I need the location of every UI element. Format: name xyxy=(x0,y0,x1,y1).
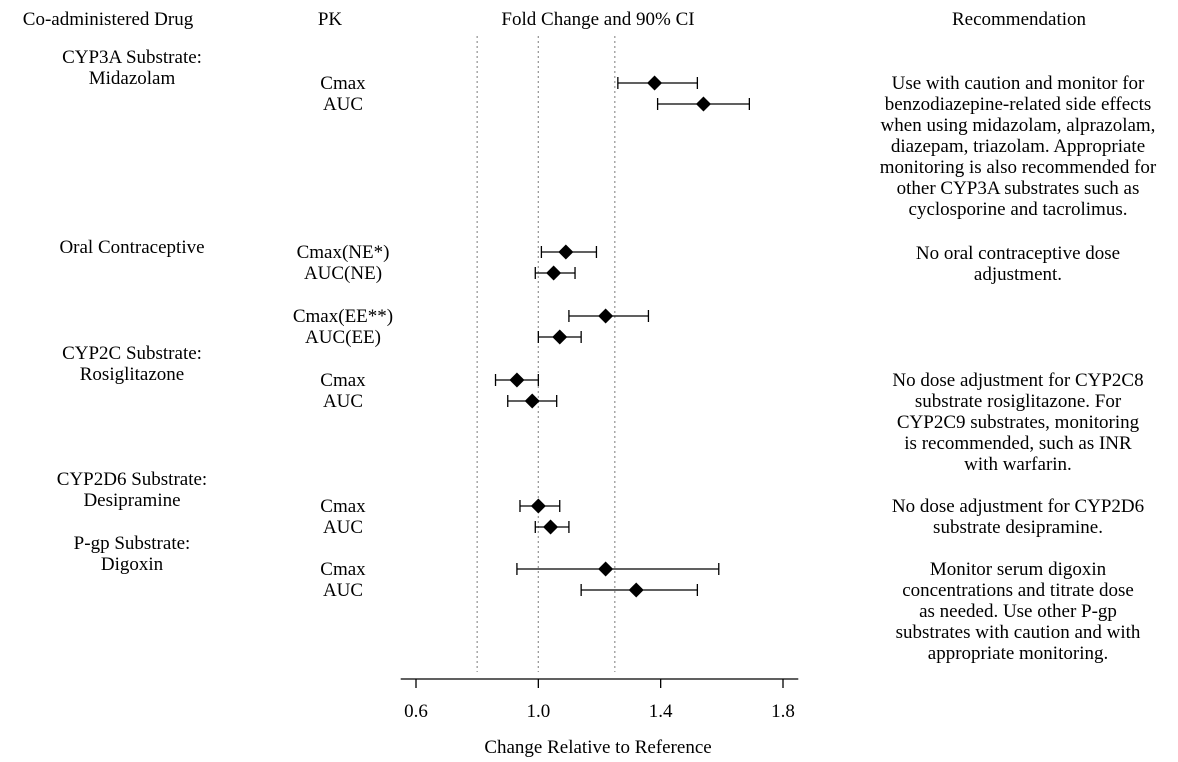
header-pk: PK xyxy=(318,9,343,30)
recommendation-line: appropriate monitoring. xyxy=(928,643,1108,664)
header-fold-change: Fold Change and 90% CI xyxy=(501,9,694,30)
pk-label: Cmax xyxy=(320,496,366,517)
estimate-diamond xyxy=(552,329,568,345)
header-recommendation: Recommendation xyxy=(952,9,1087,30)
drug-name-line: CYP2D6 Substrate: xyxy=(57,469,207,490)
drug-name-line: P-gp Substrate: xyxy=(74,533,191,554)
recommendation-line: other CYP3A substrates such as xyxy=(897,178,1140,199)
pk-label: Cmax xyxy=(320,559,366,580)
estimate-diamond xyxy=(628,582,644,598)
estimate-diamond xyxy=(530,498,546,514)
drug-name-line: Oral Contraceptive xyxy=(59,237,204,258)
drug-name-line: Midazolam xyxy=(89,68,176,89)
recommendation-line: No dose adjustment for CYP2C8 xyxy=(892,370,1143,391)
drug-name-line: Digoxin xyxy=(101,554,164,575)
recommendation-line: Monitor serum digoxin xyxy=(930,559,1107,580)
recommendation-line: when using midazolam, alprazolam, xyxy=(881,115,1156,136)
recommendation-line: concentrations and titrate dose xyxy=(902,580,1134,601)
x-axis: 0.6 1.0 1.4 1.8 Change Relative to Reference xyxy=(400,678,799,758)
x-tick-label: 1.0 xyxy=(526,701,550,722)
recommendation-line: benzodiazepine-related side effects xyxy=(885,94,1152,115)
drug-name-line: Desipramine xyxy=(83,490,180,511)
recommendation-line: substrates with caution and with xyxy=(896,622,1141,643)
drug-column: CYP3A Substrate:Midazolam Oral Contracept… xyxy=(57,47,207,575)
recommendation-line: as needed. Use other P-gp xyxy=(919,601,1117,622)
recommendation-line: adjustment. xyxy=(974,264,1062,285)
estimate-diamond xyxy=(543,519,559,535)
recommendation-column: Use with caution and monitor forbenzodia… xyxy=(880,73,1157,664)
reference-lines xyxy=(476,36,616,672)
pk-label: AUC xyxy=(323,391,363,412)
recommendation-line: diazepam, triazolam. Appropriate xyxy=(891,136,1145,157)
pk-label: Cmax(EE**) xyxy=(293,306,393,327)
x-axis-label: Change Relative to Reference xyxy=(484,737,711,758)
recommendation-line: with warfarin. xyxy=(964,454,1072,475)
header-drug: Co-administered Drug xyxy=(23,9,194,30)
recommendation-line: No oral contraceptive dose xyxy=(916,243,1120,264)
x-tick-label: 1.4 xyxy=(649,701,673,722)
estimate-diamond xyxy=(509,372,525,388)
estimate-diamond xyxy=(647,75,663,91)
pk-label: Cmax(NE*) xyxy=(297,242,390,263)
pk-label: AUC(EE) xyxy=(305,327,381,348)
recommendation-line: substrate desipramine. xyxy=(933,517,1103,538)
estimate-diamond xyxy=(598,561,614,577)
recommendation-line: cyclosporine and tacrolimus. xyxy=(909,199,1128,220)
drug-name-line: CYP2C Substrate: xyxy=(62,343,202,364)
recommendation-line: substrate rosiglitazone. For xyxy=(915,391,1122,412)
column-headers: Co-administered Drug PK Fold Change and … xyxy=(23,9,1087,30)
estimate-diamond xyxy=(695,96,711,112)
estimate-diamond xyxy=(524,393,540,409)
estimate-diamond xyxy=(546,265,562,281)
x-tick-label: 1.8 xyxy=(771,701,795,722)
recommendation-line: Use with caution and monitor for xyxy=(892,73,1145,94)
recommendation-line: monitoring is also recommended for xyxy=(880,157,1157,178)
estimate-diamond xyxy=(598,308,614,324)
pk-label: Cmax xyxy=(320,370,366,391)
recommendation-line: CYP2C9 substrates, monitoring xyxy=(897,412,1140,433)
pk-label: Cmax xyxy=(320,73,366,94)
recommendation-line: is recommended, such as INR xyxy=(904,433,1132,454)
estimate-diamond xyxy=(558,244,574,260)
recommendation-line: No dose adjustment for CYP2D6 xyxy=(892,496,1144,517)
pk-label: AUC(NE) xyxy=(304,263,382,284)
pk-label: AUC xyxy=(323,94,363,115)
drug-name-line: CYP3A Substrate: xyxy=(62,47,202,68)
x-tick-label: 0.6 xyxy=(404,701,428,722)
pk-label: AUC xyxy=(323,580,363,601)
pk-column: CmaxAUCCmax(NE*)AUC(NE)Cmax(EE**)AUC(EE)… xyxy=(293,73,393,601)
drug-name-line: Rosiglitazone xyxy=(80,364,184,385)
pk-label: AUC xyxy=(323,517,363,538)
ci-marks xyxy=(494,75,751,598)
